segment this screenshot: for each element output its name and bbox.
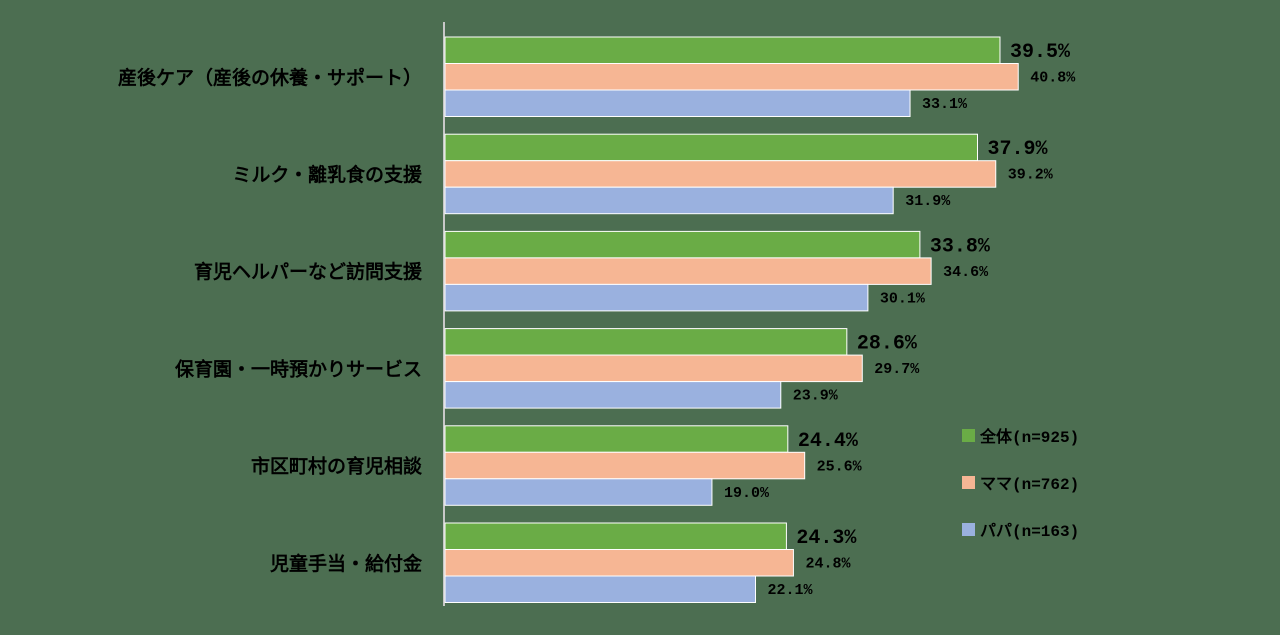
data-label: 30.1% <box>880 290 926 307</box>
bar <box>444 36 1001 64</box>
data-label: 39.5% <box>1010 41 1071 64</box>
legend-swatch <box>962 429 975 442</box>
data-label: 28.6% <box>857 333 918 356</box>
bar <box>444 328 848 356</box>
category-label: 児童手当・給付金 <box>269 552 423 575</box>
bar <box>444 133 978 162</box>
legend-label: 全体(n=925) <box>979 427 1079 447</box>
data-label: 33.8% <box>930 235 991 258</box>
bar <box>444 186 894 215</box>
bar <box>444 522 787 550</box>
bar <box>444 89 911 117</box>
legend-label: ママ(n=762) <box>980 476 1079 494</box>
bar <box>444 478 713 506</box>
data-label: 24.3% <box>796 527 857 550</box>
bar-layer <box>444 36 1019 603</box>
legend-label: パパ(n=163) <box>980 522 1079 541</box>
data-label: 34.6% <box>943 264 989 281</box>
data-label: 25.6% <box>817 458 863 475</box>
label-layer: 産後ケア（産後の休養・サポート） 39.5% 40.8% 33.1% ミルク・離乳食の支… <box>118 41 1076 599</box>
data-label: 23.9% <box>793 388 839 405</box>
legend-swatch <box>962 476 975 489</box>
bar <box>444 230 921 259</box>
bar <box>444 575 757 603</box>
legend: 全体(n=925) ママ(n=762) パパ(n=163) <box>962 427 1079 541</box>
bar <box>444 381 782 409</box>
bar <box>444 283 869 312</box>
data-label: 39.2% <box>1008 167 1054 184</box>
bar <box>444 63 1019 91</box>
category-label: 育児ヘルパーなど訪問支援 <box>194 260 423 283</box>
bar <box>444 425 789 453</box>
bar <box>444 354 863 383</box>
category-label: 産後ケア（産後の休養・サポート） <box>118 66 422 89</box>
legend-swatch <box>962 523 975 536</box>
data-label: 40.8% <box>1030 70 1076 87</box>
data-label: 29.7% <box>874 361 920 378</box>
bar <box>444 451 806 480</box>
bar <box>444 160 997 188</box>
bar <box>444 257 932 285</box>
data-label: 22.1% <box>768 582 814 599</box>
data-label: 19.0% <box>724 485 770 502</box>
category-label: 保育園・一時預かりサービス <box>174 357 422 380</box>
category-label: ミルク・離乳食の支援 <box>232 163 423 186</box>
data-label: 24.4% <box>798 430 859 453</box>
data-label: 33.1% <box>922 96 968 113</box>
data-label: 31.9% <box>905 193 951 210</box>
data-label: 24.8% <box>805 556 851 573</box>
category-label: 市区町村の育児相談 <box>251 455 423 478</box>
data-label: 37.9% <box>987 138 1048 161</box>
bar <box>444 549 794 577</box>
